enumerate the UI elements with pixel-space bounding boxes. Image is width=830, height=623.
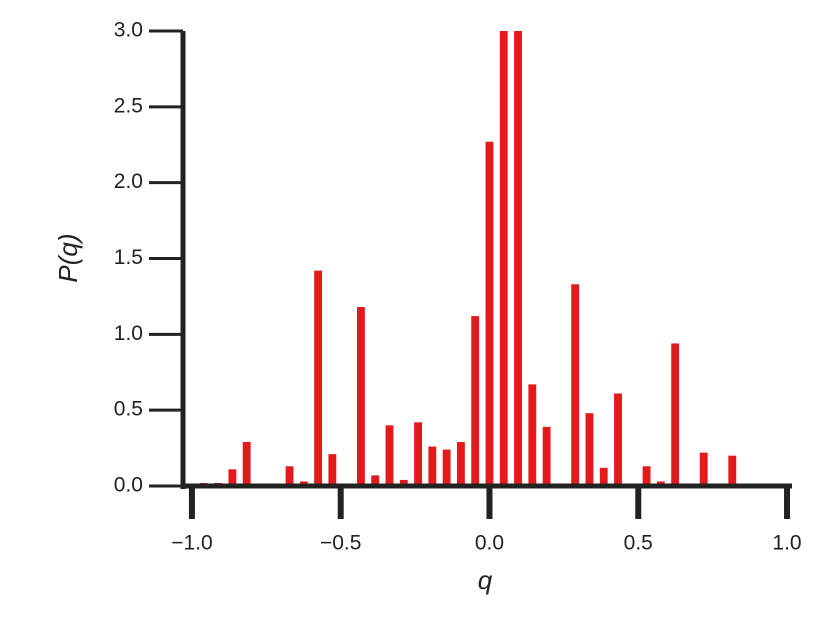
x-tick-label: 0.0 — [475, 532, 504, 555]
bar — [471, 316, 480, 486]
bar — [528, 384, 537, 486]
bar — [371, 475, 380, 486]
y-axis-label: P(q) — [53, 233, 83, 282]
bar — [328, 454, 337, 486]
bar — [542, 426, 551, 486]
bar — [399, 479, 408, 486]
bar — [571, 284, 580, 486]
bar — [599, 467, 608, 486]
bar — [228, 469, 237, 486]
bar — [242, 442, 251, 486]
bar — [642, 466, 651, 486]
y-tick-label: 1.0 — [114, 322, 143, 345]
bar — [385, 425, 394, 486]
y-tick-label: 0.0 — [114, 474, 143, 497]
bar — [456, 442, 465, 486]
bar — [485, 141, 494, 486]
y-tick-label: 2.0 — [114, 170, 143, 193]
bar — [442, 449, 451, 486]
bar — [357, 307, 365, 486]
bar — [285, 466, 294, 486]
bar — [414, 422, 422, 486]
bar — [514, 31, 522, 486]
y-tick-label: 2.5 — [114, 94, 143, 117]
x-tick-label: 1.0 — [772, 532, 801, 555]
x-tick-label: −0.5 — [320, 532, 361, 555]
y-tick-label: 1.5 — [114, 246, 143, 269]
x-axis-label: q — [478, 565, 493, 595]
x-tick-label: −1.0 — [171, 532, 212, 555]
x-tick-label: 0.5 — [624, 532, 653, 555]
bar — [614, 393, 622, 486]
bar — [585, 413, 594, 486]
bar — [428, 446, 437, 486]
bar — [699, 452, 708, 486]
y-tick-label: 0.5 — [114, 398, 143, 421]
y-tick-label: 3.0 — [114, 19, 143, 42]
bar — [314, 270, 323, 486]
bar — [728, 455, 737, 486]
bar — [499, 31, 508, 486]
bar — [671, 343, 680, 486]
